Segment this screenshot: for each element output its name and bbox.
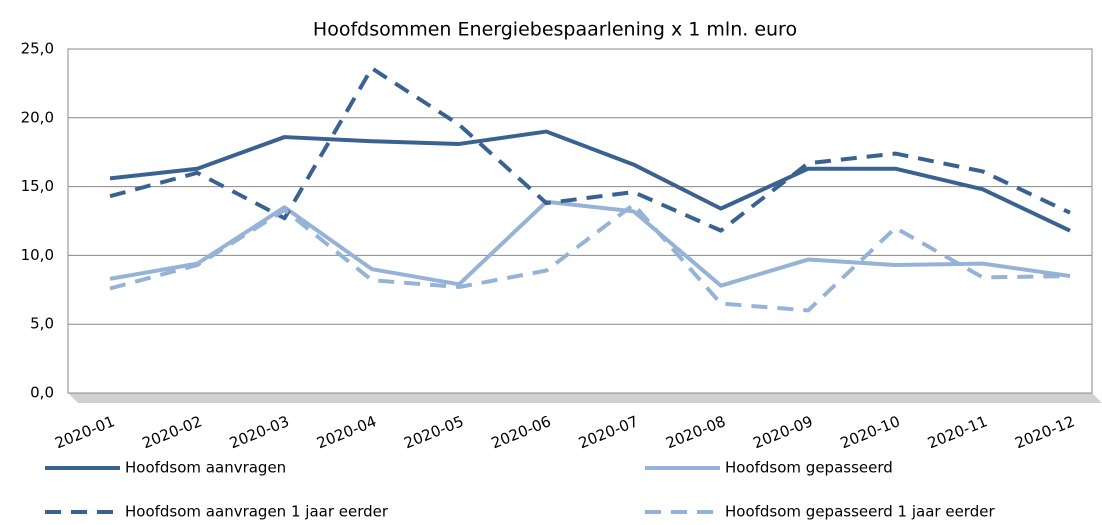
x-tick-label: 2020-02 (140, 412, 205, 452)
x-tick-label: 2020-01 (52, 412, 117, 452)
legend-label: Hoofdsom aanvragen (125, 459, 286, 477)
x-tick-label: 2020-11 (925, 412, 990, 452)
x-tick-label: 2020-04 (314, 412, 379, 452)
series-line (109, 66, 1071, 233)
x-tick-label: 2020-12 (1012, 412, 1077, 452)
legend-label: Hoofdsom aanvragen 1 jaar eerder (125, 503, 389, 521)
y-tick-label: 25,0 (21, 40, 54, 58)
y-tick-label: 0,0 (30, 384, 54, 402)
legend-label: Hoofdsom gepasseerd (725, 459, 893, 477)
x-tick-label: 2020-07 (576, 412, 641, 452)
x-tick-label: 2020-08 (663, 412, 728, 452)
x-tick-label: 2020-03 (227, 412, 292, 452)
series-line (109, 199, 1071, 288)
x-tick-label: 2020-06 (489, 412, 554, 452)
y-tick-label: 15,0 (21, 177, 54, 195)
plot-area (67, 48, 1093, 394)
y-tick-label: 20,0 (21, 108, 54, 126)
series-line (109, 202, 1071, 313)
series-line (109, 129, 1071, 233)
x-tick-label: 2020-09 (751, 412, 816, 452)
legend-label: Hoofdsom gepasseerd 1 jaar eerder (725, 503, 995, 521)
y-tick-label: 5,0 (30, 315, 54, 333)
x-tick-label: 2020-05 (401, 412, 466, 452)
x-tick-label: 2020-10 (838, 412, 903, 452)
chart-title: Hoofdsommen Energiebespaarlening x 1 mln… (313, 19, 797, 41)
y-tick-label: 10,0 (21, 246, 54, 264)
plot-floor (68, 393, 1102, 403)
